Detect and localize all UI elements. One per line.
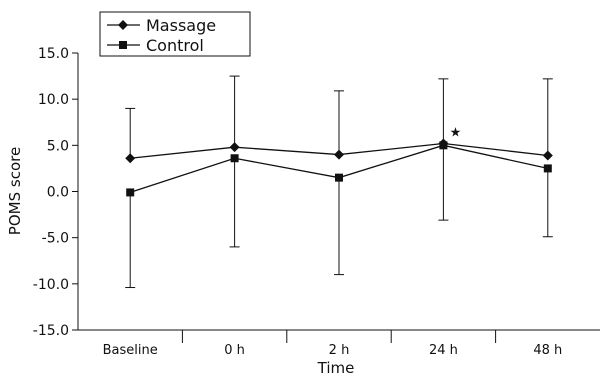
x-tick-label: 2 h <box>329 343 350 358</box>
x-tick-label: 24 h <box>429 343 458 358</box>
significance-marker: ★ <box>450 125 462 140</box>
y-tick-label: 15.0 <box>38 46 69 62</box>
point-control <box>230 154 239 163</box>
y-tick-label: -5.0 <box>42 231 69 247</box>
annotations: ★ <box>450 125 462 140</box>
x-axis-label: Time <box>317 359 355 377</box>
series-markers <box>125 138 553 197</box>
axes: -15.0 -10.0 -5.0 0.0 5.0 10.0 15.0 Baseline 0 h 2… <box>33 46 600 358</box>
legend-marker-control <box>119 41 127 49</box>
point-control <box>439 141 448 150</box>
point-massage <box>334 149 344 160</box>
y-tick-label: 0.0 <box>47 185 69 201</box>
point-control <box>335 173 343 182</box>
point-massage <box>125 153 136 164</box>
point-control <box>126 188 135 197</box>
legend-label: Massage <box>146 16 216 35</box>
y-tick-label: 10.0 <box>38 92 69 108</box>
y-axis-label: POMS score <box>6 147 24 235</box>
point-massage <box>229 142 240 153</box>
x-tick-label: Baseline <box>103 343 158 358</box>
y-tick-label: -10.0 <box>33 277 69 293</box>
point-control <box>543 164 552 173</box>
y-tick-label: -15.0 <box>33 323 69 339</box>
legend-marker-massage <box>118 20 128 30</box>
legend-label: Control <box>146 36 204 55</box>
y-tick-label: 5.0 <box>47 138 69 154</box>
x-tick-label: 48 h <box>533 343 562 358</box>
error-bars <box>125 75 553 289</box>
point-massage <box>542 150 553 161</box>
x-tick-label: 0 h <box>224 343 245 358</box>
